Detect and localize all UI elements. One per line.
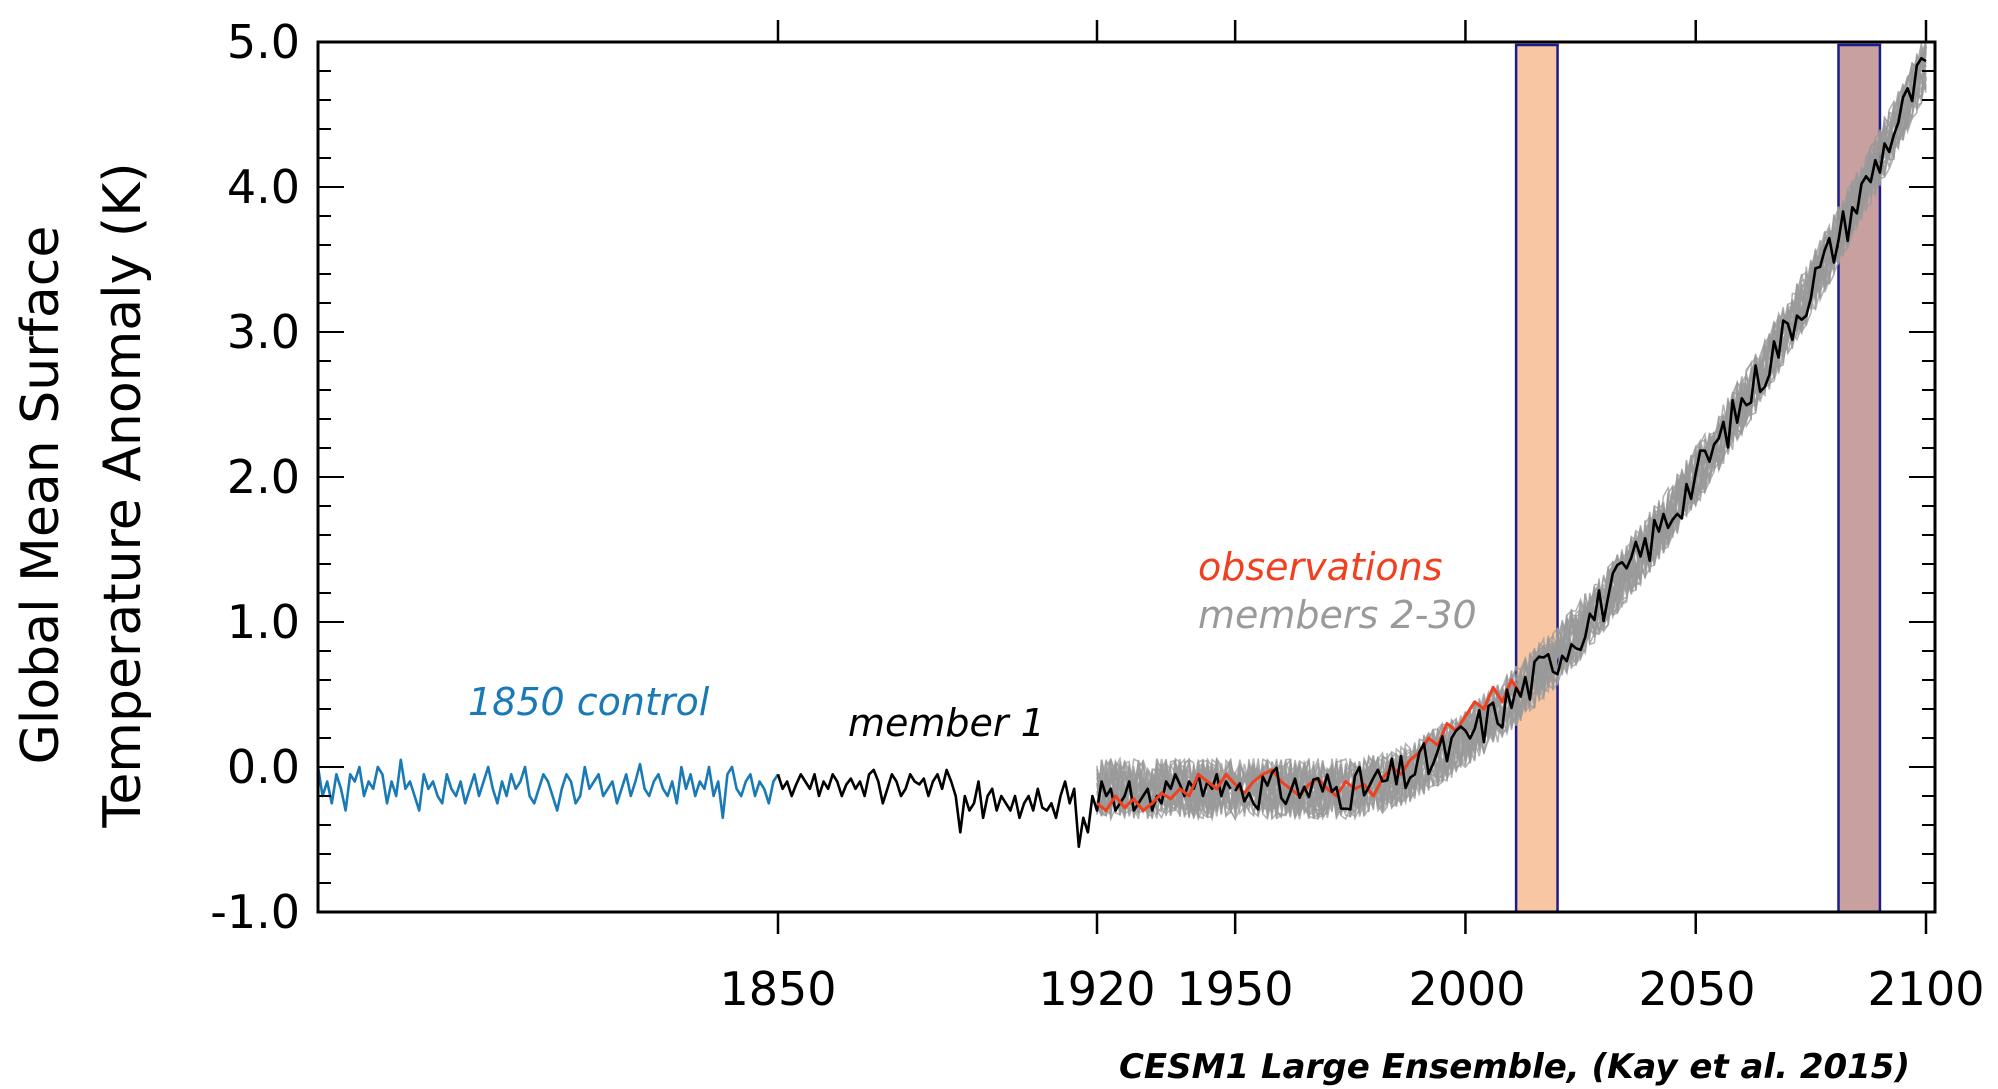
ensemble-member-line xyxy=(1096,42,1927,818)
y-axis-label-line-1: Global Mean Surface xyxy=(11,226,71,765)
credit-text: CESM1 Large Ensemble, (Kay et al. 2015) xyxy=(1119,1047,1910,1087)
highlight-period-box xyxy=(1514,43,1559,914)
ensemble-member-line xyxy=(1096,47,1927,815)
observations-line xyxy=(1096,678,1522,812)
y-tick-labels: 5.0 4.0 3.0 2.0 1.0 0.0 -1.0 xyxy=(210,15,300,939)
ensemble-member-line xyxy=(1096,46,1927,821)
y-tick-label: 3.0 xyxy=(227,305,300,359)
y-tick-label: 0.0 xyxy=(227,740,300,794)
observations-annotation: observations xyxy=(1198,545,1443,589)
axis-ticks xyxy=(318,20,1935,934)
member1-line xyxy=(776,768,1232,849)
y-tick-label: -1.0 xyxy=(210,885,300,939)
x-tick-label: 1950 xyxy=(1176,962,1293,1016)
y-axis-label: Global Mean Surface Temperature Anomaly … xyxy=(11,162,153,828)
control-annotation: 1850 control xyxy=(468,680,710,724)
x-tick-label: 2050 xyxy=(1638,962,1755,1016)
y-tick-label: 4.0 xyxy=(227,160,300,214)
ensemble-member-line xyxy=(1096,66,1927,821)
x-tick-label: 1850 xyxy=(719,962,836,1016)
x-tick-label: 1920 xyxy=(1038,962,1155,1016)
control-line xyxy=(318,758,780,820)
y-axis-label-line-2: Temperature Anomaly (K) xyxy=(93,162,153,828)
y-tick-label: 2.0 xyxy=(227,450,300,504)
x-tick-labels: 1850 1920 1950 2000 2050 2100 xyxy=(719,962,1984,1016)
x-tick-label: 2000 xyxy=(1408,962,1525,1016)
y-tick-label: 5.0 xyxy=(227,15,300,69)
members-annotation: members 2-30 xyxy=(1198,593,1477,637)
member1-annotation: member 1 xyxy=(848,701,1045,745)
x-tick-label: 2100 xyxy=(1867,962,1984,1016)
y-tick-label: 1.0 xyxy=(227,595,300,649)
data-series xyxy=(318,42,1927,849)
ensemble-member-line xyxy=(1096,54,1927,818)
member1-line xyxy=(1234,56,1927,811)
